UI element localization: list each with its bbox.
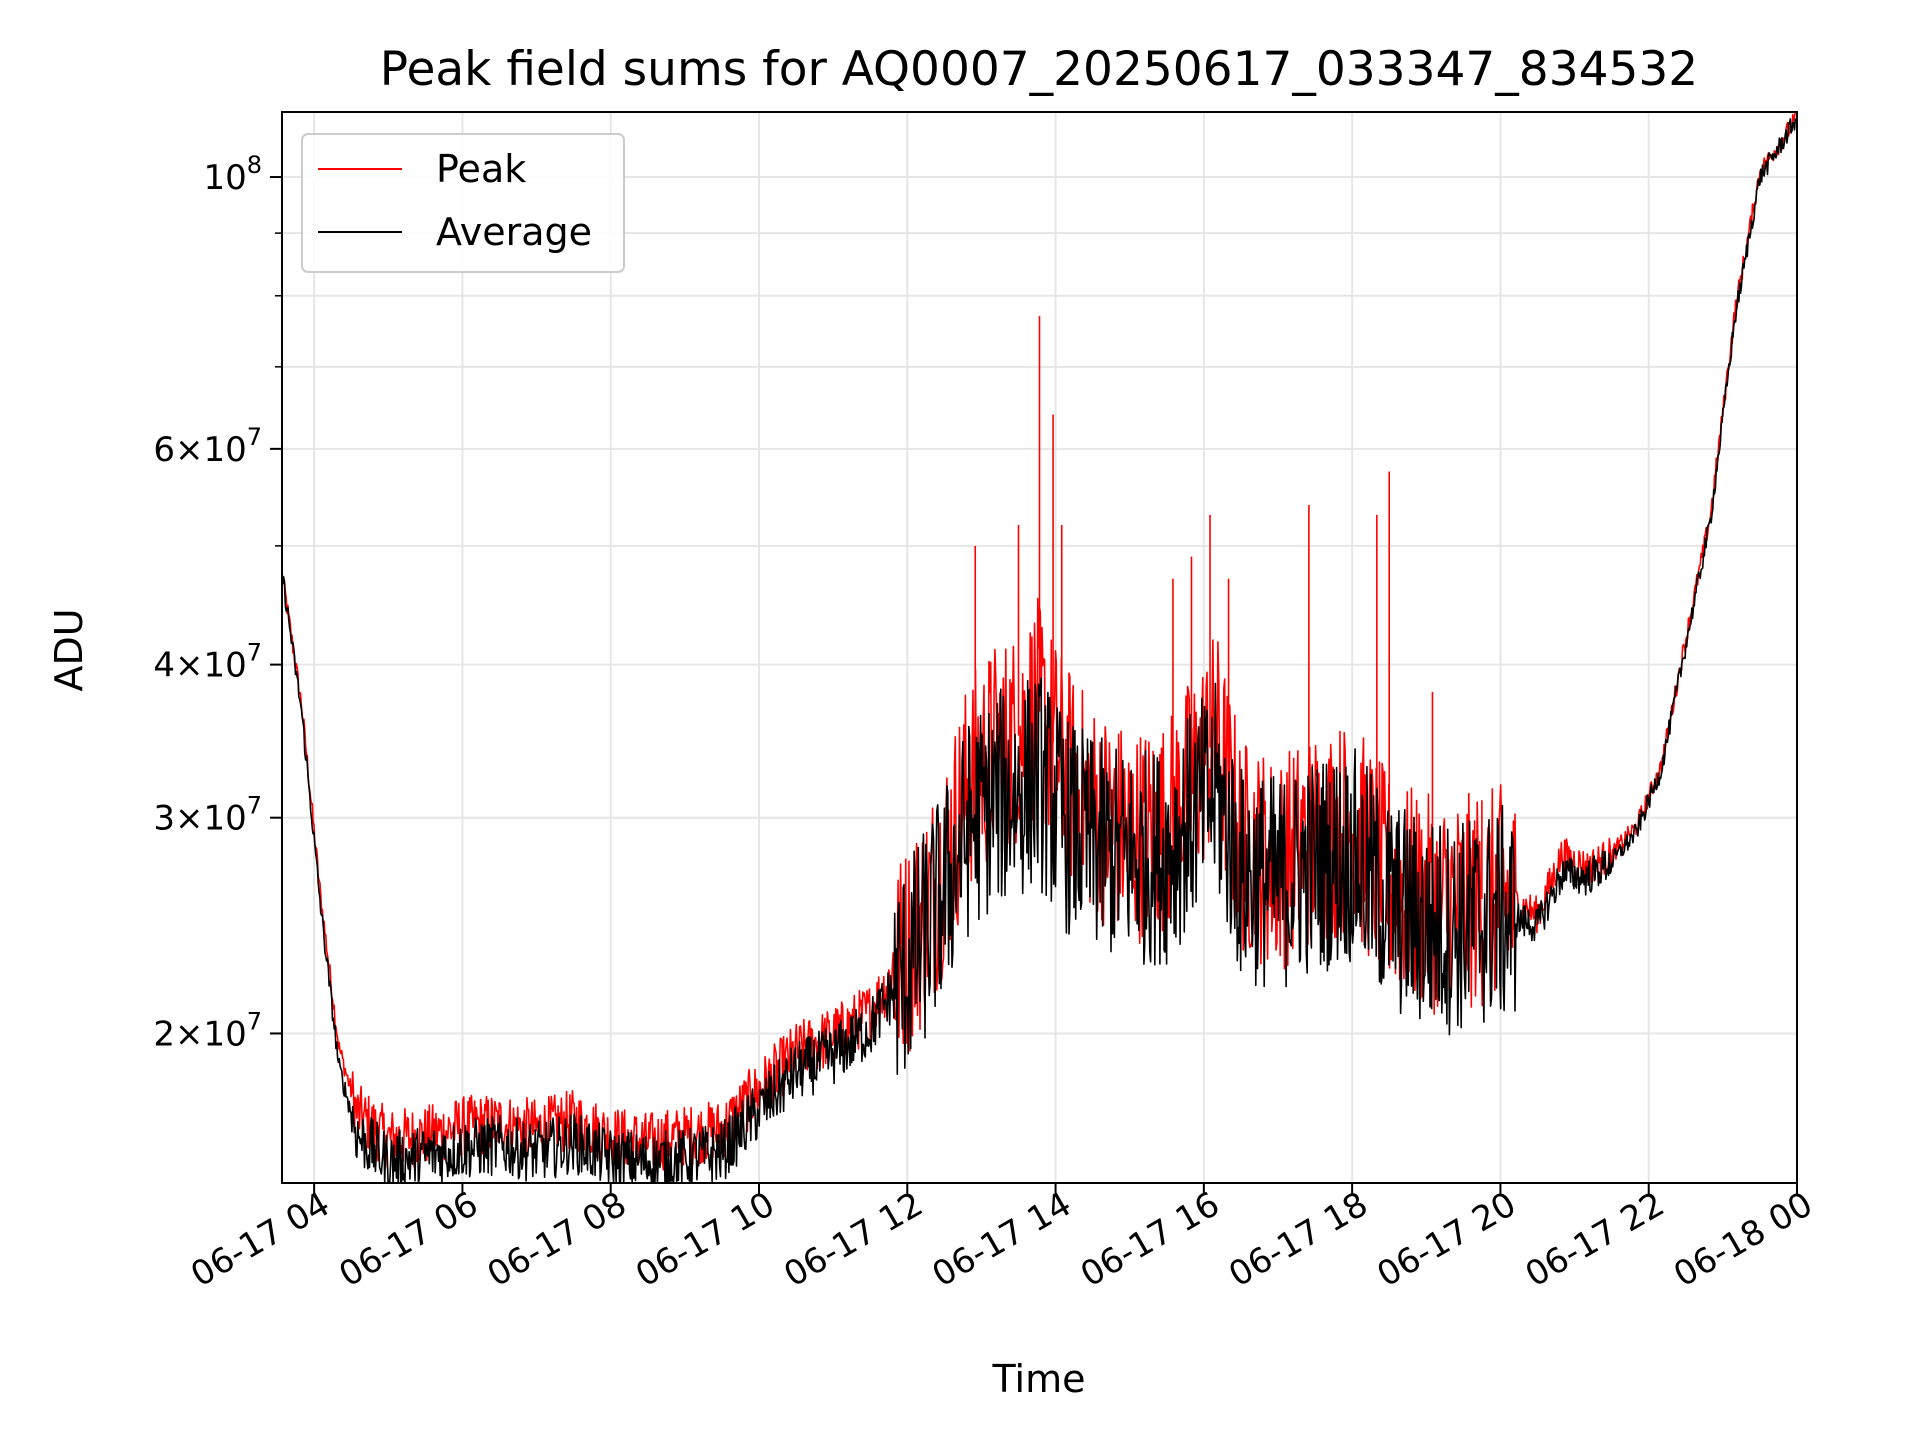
y-tick-label: 108 <box>203 151 262 198</box>
series-line-average <box>281 118 1797 1184</box>
legend-label-average: Average <box>436 210 592 254</box>
y-tick-label: 3×107 <box>153 792 262 839</box>
legend-label-peak: Peak <box>436 147 526 191</box>
y-axis-label: ADU <box>47 608 91 691</box>
y-tick-label: 6×107 <box>153 423 262 470</box>
x-axis-label: Time <box>992 1357 1086 1401</box>
plot-frame <box>281 111 1798 1184</box>
chart-title: Peak field sums for AQ0007_20250617_0333… <box>380 42 1698 97</box>
legend: Peak Average <box>301 133 625 273</box>
y-tick-label: 4×107 <box>153 639 262 686</box>
y-tick-label: 2×107 <box>153 1007 262 1054</box>
series-group <box>281 111 1797 1184</box>
